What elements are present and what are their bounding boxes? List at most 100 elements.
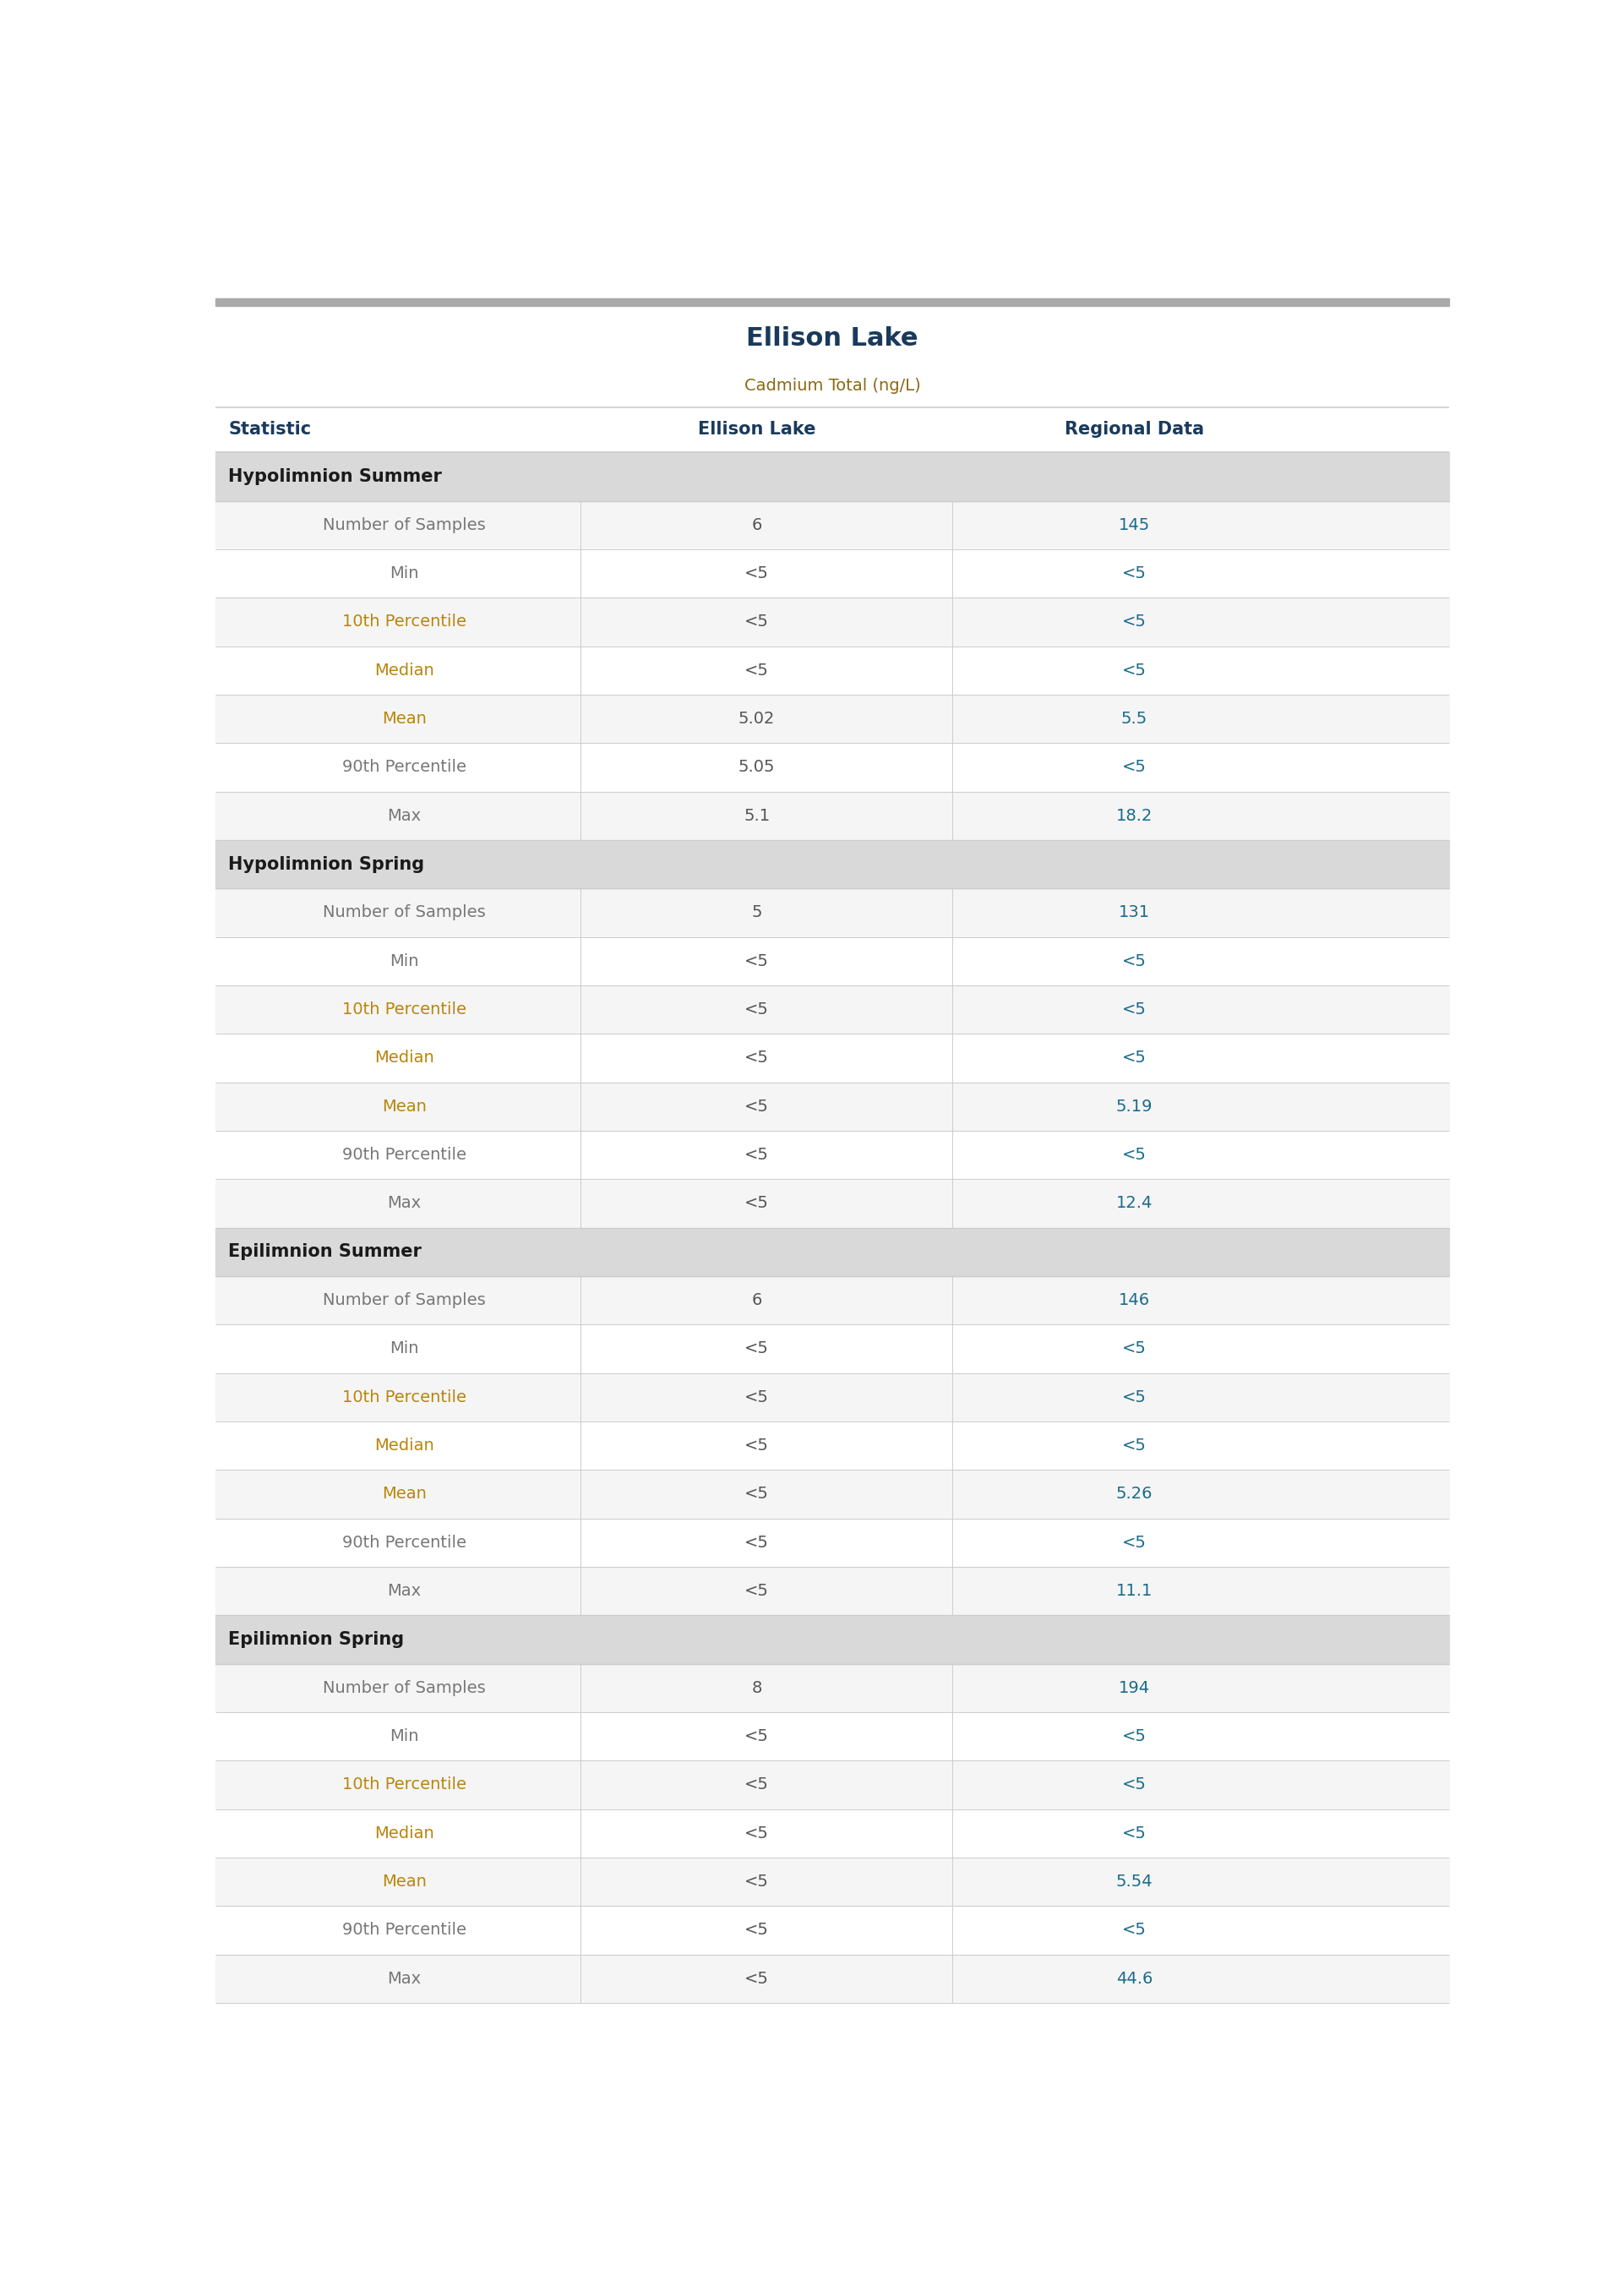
Bar [216,792,1449,840]
Bar [216,1857,1449,1907]
Text: Statistic: Statistic [227,422,312,438]
Text: 6: 6 [752,518,762,533]
Text: 10th Percentile: 10th Percentile [343,1777,466,1793]
Text: 90th Percentile: 90th Percentile [343,760,466,776]
Text: 12.4: 12.4 [1116,1196,1153,1212]
Text: 10th Percentile: 10th Percentile [343,613,466,631]
Text: <5: <5 [744,1051,770,1067]
Text: <5: <5 [744,1342,770,1357]
Bar [216,1421,1449,1471]
Text: <5: <5 [744,1196,770,1212]
Text: Number of Samples: Number of Samples [323,518,486,533]
Text: 131: 131 [1119,906,1150,922]
Text: <5: <5 [744,1099,770,1115]
Bar [216,549,1449,597]
Text: Mean: Mean [382,1099,427,1115]
Text: <5: <5 [1122,1146,1147,1162]
Bar [216,742,1449,792]
Bar [216,1130,1449,1178]
Bar [216,938,1449,985]
Text: 18.2: 18.2 [1116,808,1153,824]
Text: Median: Median [375,1437,434,1453]
Text: 194: 194 [1119,1680,1150,1696]
Bar [216,502,1449,549]
Text: 5.1: 5.1 [744,808,770,824]
Bar [216,597,1449,647]
Text: Max: Max [388,1582,421,1598]
Text: Min: Min [390,953,419,969]
Bar [216,695,1449,742]
Text: 10th Percentile: 10th Percentile [343,1001,466,1017]
Text: <5: <5 [744,1146,770,1162]
Text: Max: Max [388,808,421,824]
Text: <5: <5 [744,1487,770,1503]
Text: 146: 146 [1119,1292,1150,1308]
Text: Max: Max [388,1970,421,1986]
Text: <5: <5 [744,663,770,679]
Text: <5: <5 [744,1777,770,1793]
Bar [216,1373,1449,1421]
Text: Mean: Mean [382,1487,427,1503]
Bar [216,1762,1449,1809]
Text: <5: <5 [1122,1342,1147,1357]
Text: 5.02: 5.02 [739,711,775,726]
Bar [216,452,1449,502]
Text: Number of Samples: Number of Samples [323,1680,486,1696]
Text: Median: Median [375,1051,434,1067]
Text: Cadmium Total (ng/L): Cadmium Total (ng/L) [744,379,921,395]
Text: Regional Data: Regional Data [1065,422,1203,438]
Text: <5: <5 [744,565,770,581]
Text: 5: 5 [752,906,762,922]
Text: Number of Samples: Number of Samples [323,906,486,922]
Text: Hypolimnion Summer: Hypolimnion Summer [227,468,442,486]
Text: <5: <5 [744,953,770,969]
Text: <5: <5 [1122,663,1147,679]
Text: <5: <5 [744,613,770,631]
Text: 44.6: 44.6 [1116,1970,1153,1986]
Bar [216,1616,1449,1664]
Bar [216,647,1449,695]
Text: <5: <5 [744,1001,770,1017]
Text: <5: <5 [744,1923,770,1939]
Text: <5: <5 [1122,1437,1147,1453]
Text: Ellison Lake: Ellison Lake [747,327,918,350]
Text: <5: <5 [744,1970,770,1986]
Bar [216,1178,1449,1228]
Text: <5: <5 [1122,1727,1147,1743]
Bar [216,1907,1449,1954]
Text: 8: 8 [752,1680,762,1696]
Text: 90th Percentile: 90th Percentile [343,1923,466,1939]
Text: <5: <5 [744,1873,770,1889]
Bar [216,1276,1449,1323]
Text: Mean: Mean [382,1873,427,1889]
Text: <5: <5 [1122,1389,1147,1405]
Text: 10th Percentile: 10th Percentile [343,1389,466,1405]
Text: Number of Samples: Number of Samples [323,1292,486,1308]
Text: Median: Median [375,1825,434,1841]
Text: Ellison Lake: Ellison Lake [698,422,815,438]
Text: <5: <5 [744,1825,770,1841]
Text: Min: Min [390,1342,419,1357]
Bar [216,840,1449,888]
Text: <5: <5 [1122,760,1147,776]
Bar [216,1664,1449,1712]
Text: <5: <5 [1122,1777,1147,1793]
Bar [216,1083,1449,1130]
Text: Epilimnion Spring: Epilimnion Spring [227,1632,404,1648]
Bar [216,1471,1449,1519]
Bar [216,1228,1449,1276]
Bar [216,1566,1449,1616]
Text: <5: <5 [1122,1923,1147,1939]
Text: 5.54: 5.54 [1116,1873,1153,1889]
Text: 5.26: 5.26 [1116,1487,1153,1503]
Text: 11.1: 11.1 [1116,1582,1153,1598]
Bar [216,1033,1449,1083]
Text: 145: 145 [1119,518,1150,533]
Text: <5: <5 [744,1389,770,1405]
Bar [216,1519,1449,1566]
Text: 90th Percentile: 90th Percentile [343,1146,466,1162]
Text: 5.19: 5.19 [1116,1099,1153,1115]
Text: <5: <5 [1122,1535,1147,1550]
Text: 6: 6 [752,1292,762,1308]
Bar [216,1954,1449,2002]
